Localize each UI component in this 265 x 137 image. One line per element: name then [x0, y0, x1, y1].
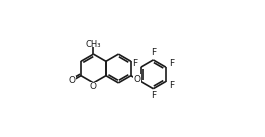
Text: O: O [133, 75, 140, 84]
Text: F: F [151, 91, 156, 100]
Text: F: F [151, 48, 156, 57]
Text: O: O [90, 82, 97, 91]
Text: F: F [169, 81, 175, 90]
Text: CH₃: CH₃ [86, 40, 101, 49]
Text: F: F [169, 59, 175, 68]
Text: F: F [132, 59, 137, 68]
Text: O: O [68, 76, 75, 85]
